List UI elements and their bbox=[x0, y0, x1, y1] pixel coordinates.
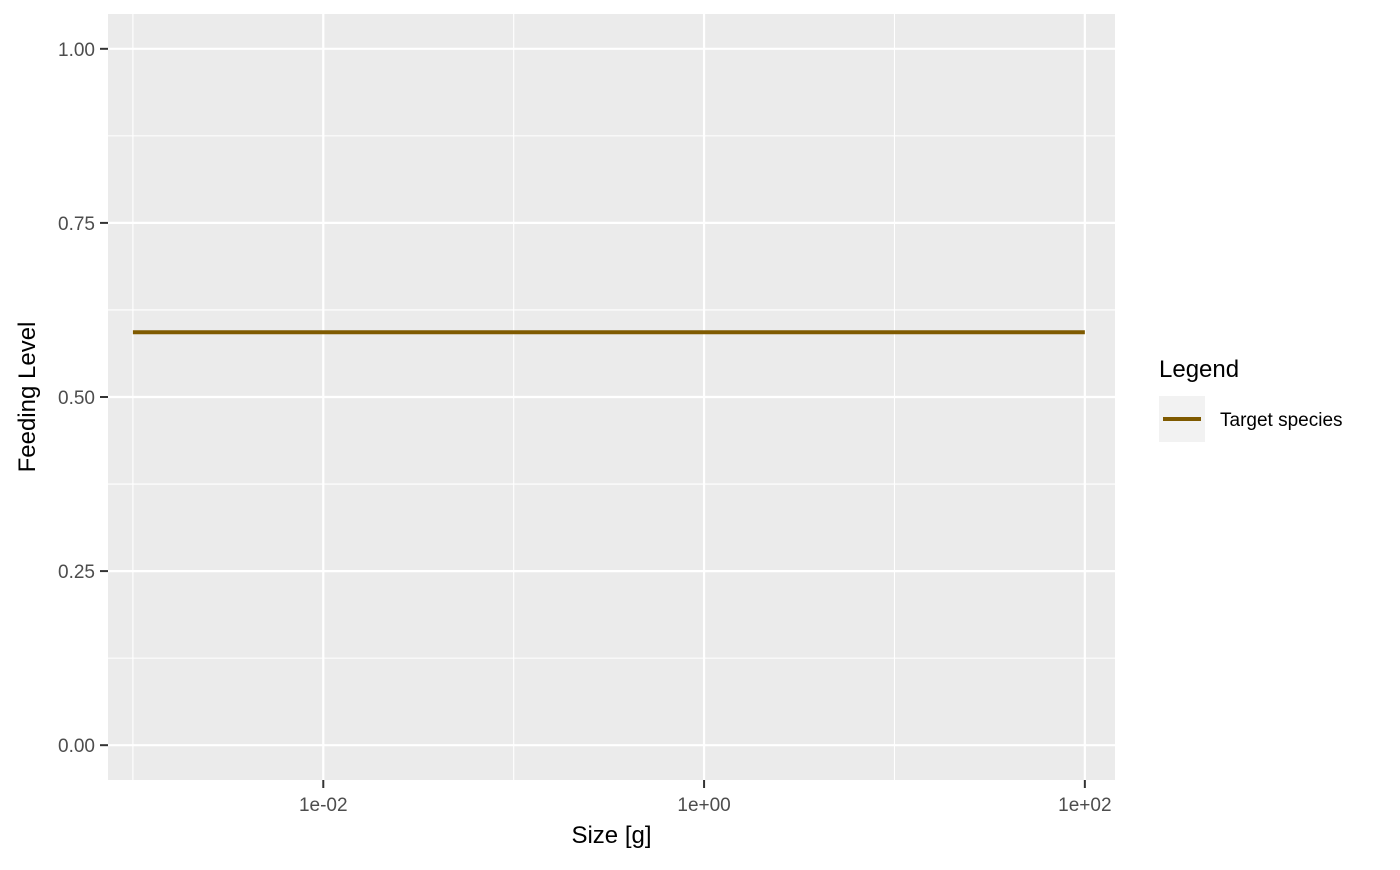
y-tick-label: 0.00 bbox=[58, 736, 95, 757]
y-axis: 0.00 0.25 0.50 0.75 1.00 bbox=[58, 40, 108, 757]
x-axis-title: Size [g] bbox=[571, 822, 651, 849]
y-axis-title: Feeding Level bbox=[14, 322, 41, 473]
y-tick-label: 0.75 bbox=[58, 214, 95, 235]
legend: Legend Target species bbox=[1159, 356, 1343, 442]
y-tick-label: 0.50 bbox=[58, 388, 95, 409]
grid-major bbox=[108, 14, 1115, 780]
x-tick-label: 1e+02 bbox=[1058, 795, 1111, 816]
x-tick-label: 1e+00 bbox=[677, 795, 730, 816]
x-axis: 1e-02 1e+00 1e+02 bbox=[299, 780, 1112, 816]
legend-label: Target species bbox=[1220, 410, 1343, 431]
x-tick-label: 1e-02 bbox=[299, 795, 348, 816]
legend-entries: Target species bbox=[1159, 396, 1343, 442]
legend-title: Legend bbox=[1159, 356, 1239, 383]
y-tick-label: 1.00 bbox=[58, 40, 95, 61]
y-tick-label: 0.25 bbox=[58, 562, 95, 583]
